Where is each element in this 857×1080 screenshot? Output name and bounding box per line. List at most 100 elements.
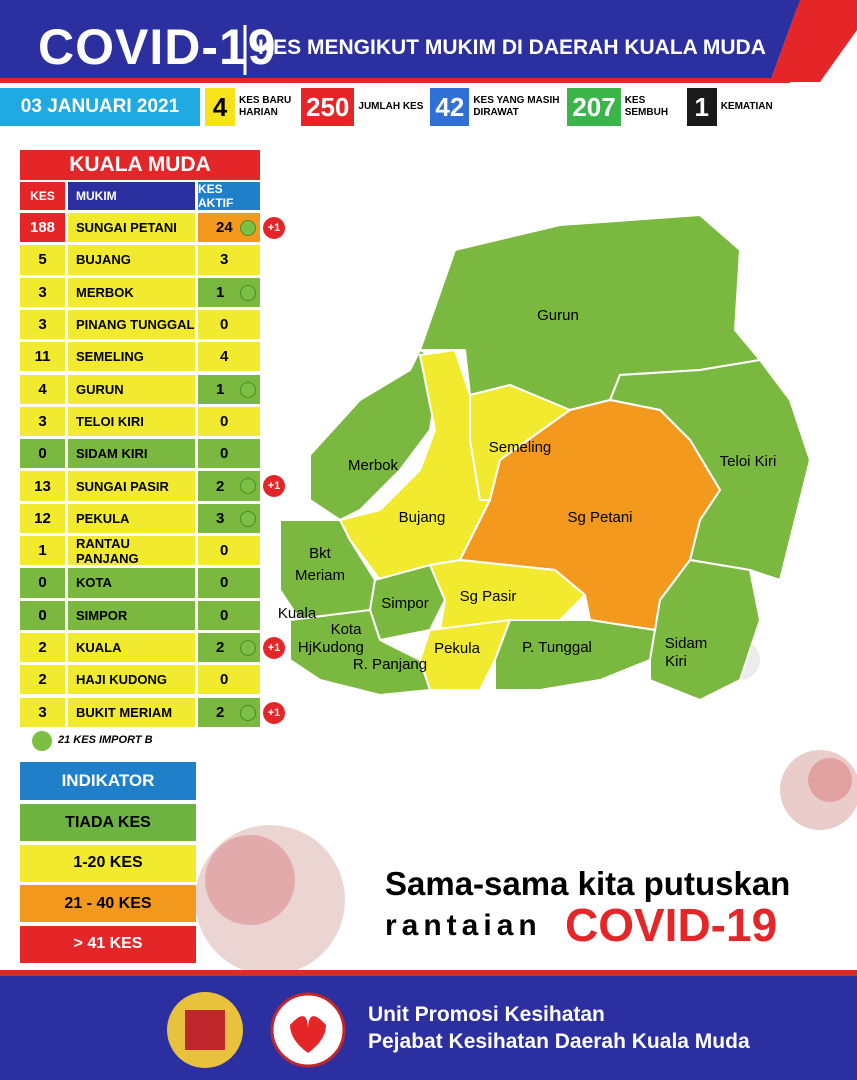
mukim-cell: PEKULA bbox=[68, 503, 195, 533]
kes-cell: 12 bbox=[20, 503, 65, 533]
mukim-cell: GURUN bbox=[68, 374, 195, 404]
aktif-cell: 3 bbox=[198, 245, 260, 275]
mukim-cell: MERBOK bbox=[68, 277, 195, 307]
map-label: Merbok bbox=[348, 457, 399, 474]
mukim-cell: TELOI KIRI bbox=[68, 406, 195, 437]
stats: 4 KES BARU HARIAN 250 JUMLAH KES 42 KES YANG … bbox=[205, 88, 777, 126]
stat-label: KES SEMBUH bbox=[624, 95, 669, 118]
kes-cell: 2 bbox=[20, 665, 65, 695]
kes-cell: 11 bbox=[20, 342, 65, 372]
import-dot bbox=[240, 510, 256, 527]
mukim-cell: HAJI KUDONG bbox=[68, 665, 195, 695]
kes-cell: 1 bbox=[20, 536, 65, 566]
kes-cell: 0 bbox=[20, 439, 65, 469]
map-label: Bujang bbox=[399, 509, 446, 526]
slogan-line2: rantaian bbox=[385, 909, 542, 942]
new-badge: +1 bbox=[263, 701, 285, 724]
region bbox=[494, 619, 656, 691]
stat-label: KES YANG MASIH DIRAWAT bbox=[473, 95, 560, 118]
indicator-level: TIADA KES bbox=[20, 804, 196, 841]
map-label: R. Panjang bbox=[353, 656, 427, 673]
kes-cell: 3 bbox=[20, 697, 65, 727]
map-label: Simpor bbox=[381, 595, 429, 612]
mukim-cell: SUNGAI PETANI bbox=[68, 213, 195, 243]
date: 03 JANUARI 2021 bbox=[0, 88, 200, 126]
region bbox=[289, 609, 431, 696]
mukim-cell: RANTAU PANJANG bbox=[68, 536, 195, 566]
stat: 250 JUMLAH KES bbox=[301, 88, 424, 126]
mukim-cell: KOTA bbox=[68, 568, 195, 598]
stat-value: 42 bbox=[430, 88, 470, 126]
mukim-cell: BUJANG bbox=[68, 245, 195, 275]
map-label: Teloi Kiri bbox=[720, 453, 777, 470]
stat-value: 4 bbox=[205, 88, 235, 126]
kes-cell: 3 bbox=[20, 406, 65, 437]
aktif-cell: 0 bbox=[198, 406, 260, 437]
import-dot bbox=[240, 639, 256, 656]
aktif-cell: 4 bbox=[198, 342, 260, 372]
slogan-line1: Sama-sama kita putuskan bbox=[385, 865, 791, 902]
stat: 42 KES YANG MASIH DIRAWAT bbox=[430, 88, 561, 126]
aktif-cell: 0 bbox=[198, 536, 260, 566]
stat-label: JUMLAH KES bbox=[358, 101, 424, 112]
slogan-highlight: COVID-19 bbox=[565, 899, 778, 951]
kes-cell: 0 bbox=[20, 600, 65, 630]
kes-cell: 3 bbox=[20, 309, 65, 340]
aktif-cell: 0 bbox=[198, 309, 260, 340]
map-label: Kudong bbox=[312, 639, 364, 656]
import-dot bbox=[240, 478, 256, 495]
stat: 207 KES SEMBUH bbox=[567, 88, 680, 126]
mukim-cell: SEMELING bbox=[68, 342, 195, 372]
aktif-cell: 0 bbox=[198, 600, 260, 630]
footer-line2: Pejabat Kesihatan Daerah Kuala Muda bbox=[368, 1030, 750, 1053]
mukim-cell: BUKIT MERIAM bbox=[68, 697, 195, 727]
kes-cell: 0 bbox=[20, 568, 65, 598]
import-note: 21 KES IMPORT B bbox=[58, 734, 153, 746]
mukim-cell: SUNGAI PASIR bbox=[68, 471, 195, 501]
indicator-title: INDIKATOR bbox=[20, 762, 196, 800]
indicator-level: 1-20 KES bbox=[20, 844, 196, 882]
new-badge: +1 bbox=[263, 217, 285, 239]
aktif-cell: 0 bbox=[198, 568, 260, 598]
map-label: Semeling bbox=[489, 439, 552, 456]
map-label: Kota bbox=[331, 621, 363, 638]
stat: 1 KEMATIAN bbox=[686, 88, 777, 126]
map bbox=[279, 214, 811, 701]
stat: 4 KES BARU HARIAN bbox=[205, 88, 295, 126]
mukim-cell: KUALA bbox=[68, 632, 195, 663]
kes-cell: 2 bbox=[20, 632, 65, 663]
mukim-cell: SIDAM KIRI bbox=[68, 439, 195, 469]
map-label: Meriam bbox=[295, 567, 345, 584]
import-dot bbox=[240, 220, 256, 236]
table-header: MUKIM bbox=[68, 182, 195, 210]
map-label: Gurun bbox=[537, 307, 579, 324]
map-label: P. Tunggal bbox=[522, 639, 592, 656]
table-header: KES bbox=[20, 182, 65, 210]
map-label: Kiri bbox=[665, 653, 687, 670]
mukim-cell: SIMPOR bbox=[68, 600, 195, 630]
logo bbox=[167, 992, 346, 1068]
indicator-level: > 41 KES bbox=[20, 925, 196, 963]
mukim-cell: PINANG TUNGGAL bbox=[68, 309, 195, 340]
map-label: Sg Petani bbox=[567, 509, 632, 526]
kes-cell: 188 bbox=[20, 213, 65, 243]
table-header: KES AKTIF bbox=[198, 182, 260, 210]
table-title: KUALA MUDA bbox=[20, 150, 260, 180]
new-badge: +1 bbox=[263, 636, 285, 659]
import-dot bbox=[240, 704, 256, 721]
footer-line1: Unit Promosi Kesihatan bbox=[368, 1003, 605, 1026]
region bbox=[649, 559, 761, 701]
indicator-level: 21 - 40 KES bbox=[20, 885, 196, 922]
stat-value: 1 bbox=[686, 88, 717, 126]
map-label: Hj bbox=[298, 639, 312, 656]
map-label: Kuala bbox=[278, 605, 317, 622]
new-badge: +1 bbox=[263, 475, 285, 498]
region bbox=[309, 349, 441, 521]
map-label: Sidam bbox=[665, 635, 708, 652]
kes-cell: 5 bbox=[20, 245, 65, 275]
subtitle: KES MENGIKUT MUKIM DI DAERAH KUALA MUDA bbox=[258, 36, 766, 59]
map-label: Bkt bbox=[309, 545, 332, 562]
import-dot bbox=[240, 381, 256, 398]
aktif-cell: 0 bbox=[198, 439, 260, 469]
